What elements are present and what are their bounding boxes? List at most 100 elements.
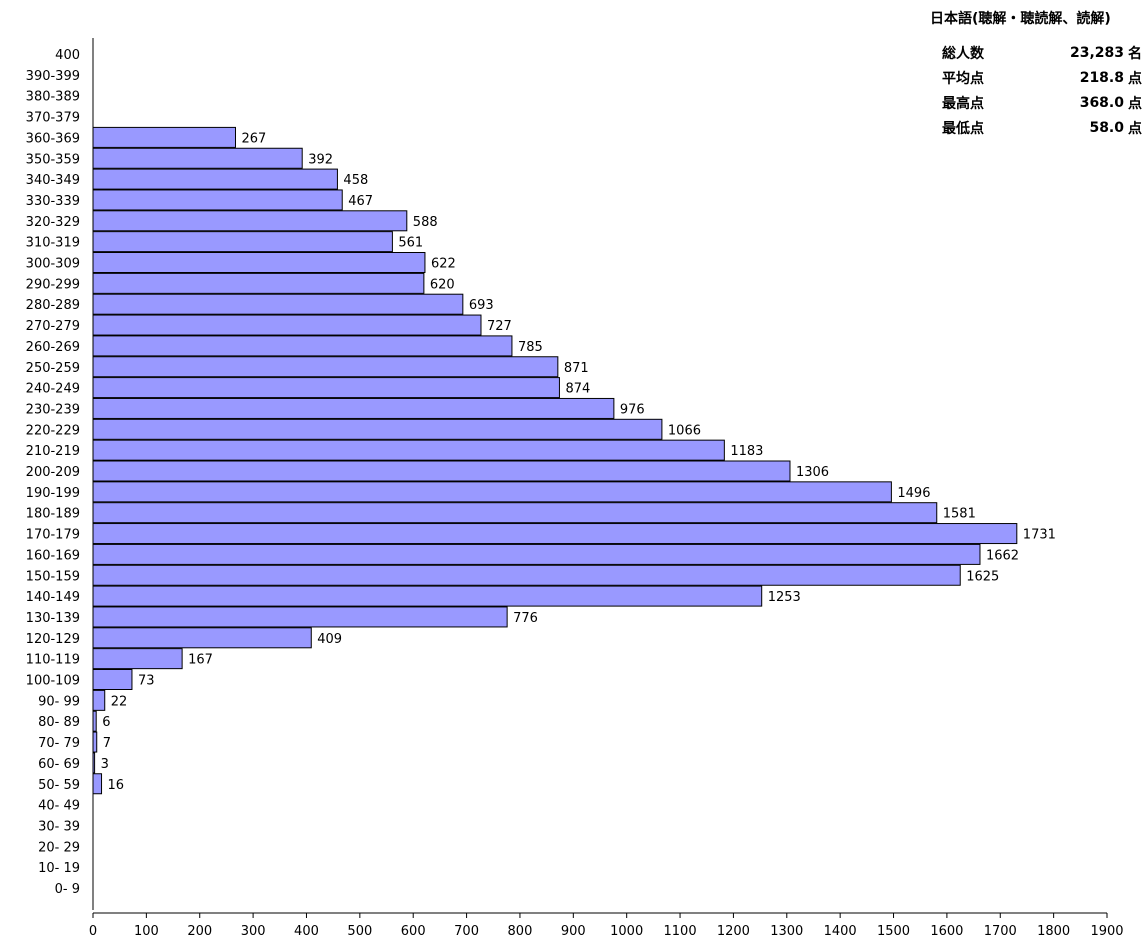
bar <box>92 272 425 294</box>
y-tick-label: 390-399 <box>26 69 80 84</box>
bar-value-label: 622 <box>431 257 456 272</box>
bar-value-label: 620 <box>430 277 455 292</box>
bar <box>92 585 763 607</box>
bar <box>92 481 892 503</box>
x-tick-label: 100 <box>134 924 159 939</box>
bar <box>92 773 103 795</box>
bar <box>92 564 961 586</box>
x-tick-label: 700 <box>454 924 479 939</box>
stats-unit: 点 <box>1128 95 1142 112</box>
x-tick-label: 1000 <box>610 924 643 939</box>
bar-value-label: 3 <box>101 757 109 772</box>
y-tick-label: 190-199 <box>26 486 80 501</box>
bar-value-label: 785 <box>518 340 543 355</box>
y-tick-label: 150-159 <box>26 569 80 584</box>
bar <box>92 606 508 628</box>
bar-value-label: 561 <box>398 236 423 251</box>
y-tick-label: 160-169 <box>26 548 80 563</box>
y-tick-label: 130-139 <box>26 611 80 626</box>
bar <box>92 418 663 440</box>
bar-value-label: 1496 <box>897 486 930 501</box>
bar <box>92 439 725 461</box>
bar-value-label: 588 <box>413 215 438 230</box>
bar-value-label: 7 <box>103 736 111 751</box>
stats-title: 日本語(聴解・聴読解、読解) <box>930 11 1111 27</box>
bar <box>92 689 106 711</box>
bar-value-label: 874 <box>565 382 590 397</box>
x-tick-label: 1400 <box>824 924 857 939</box>
bar-value-label: 392 <box>308 152 333 167</box>
stats-value: 368.0 <box>1079 94 1124 111</box>
bar <box>92 502 938 524</box>
x-tick-label: 1800 <box>1037 924 1070 939</box>
stats-unit: 名 <box>1128 45 1142 62</box>
y-tick-label: 90- 99 <box>38 694 80 709</box>
bar <box>92 356 559 378</box>
stats-value: 218.8 <box>1079 69 1124 86</box>
bar <box>92 252 426 273</box>
x-tick-label: 600 <box>401 924 426 939</box>
stats-value: 58.0 <box>1089 119 1124 136</box>
x-tick-label: 1200 <box>717 924 750 939</box>
bar-value-label: 776 <box>513 611 538 626</box>
bar <box>92 648 183 670</box>
y-tick-label: 40- 49 <box>38 799 80 814</box>
y-tick-label: 380-389 <box>26 90 80 105</box>
x-tick-label: 200 <box>187 924 212 939</box>
y-tick-label: 70- 79 <box>38 736 80 751</box>
y-tick-label: 10- 19 <box>38 861 80 876</box>
x-tick-label: 400 <box>294 924 319 939</box>
bar <box>92 210 408 232</box>
stats-unit: 点 <box>1128 120 1142 137</box>
bar-value-label: 22 <box>111 694 128 709</box>
y-tick-label: 120-129 <box>26 632 80 647</box>
bar-value-label: 1662 <box>986 548 1019 563</box>
x-tick-label: 800 <box>508 924 533 939</box>
bars-group <box>92 126 1018 795</box>
bar-value-label: 1253 <box>768 590 801 605</box>
bar-value-label: 6 <box>102 715 110 730</box>
y-tick-label: 330-339 <box>26 194 80 209</box>
y-tick-label: 20- 29 <box>38 840 80 855</box>
bar <box>92 669 133 690</box>
y-tick-label: 140-149 <box>26 590 80 605</box>
y-tick-label: 310-319 <box>26 236 80 251</box>
bar <box>92 460 791 482</box>
x-tick-label: 1500 <box>877 924 910 939</box>
y-tick-label: 240-249 <box>26 382 80 397</box>
bar-value-label: 1306 <box>796 465 829 480</box>
bar <box>92 397 615 419</box>
x-tick-label: 500 <box>347 924 372 939</box>
y-tick-label: 30- 39 <box>38 819 80 834</box>
x-axis: 0 100 200 300 400 500 600 700 800 900 1000 1100 1200… <box>89 912 1124 939</box>
bar <box>92 523 1018 545</box>
y-tick-label: 60- 69 <box>38 757 80 772</box>
x-tick-label: 300 <box>241 924 266 939</box>
y-tick-label: 210-219 <box>26 444 80 459</box>
stats-row-max: 最高点 368.0 点 <box>942 90 1142 115</box>
stats-row-total: 総人数 23,283 名 <box>942 40 1142 65</box>
bar <box>92 377 560 399</box>
y-tick-label: 400 <box>55 48 80 63</box>
bar <box>92 314 482 336</box>
y-tick-label: 340-349 <box>26 173 80 188</box>
bar-value-label: 1731 <box>1023 528 1056 543</box>
bar-value-label: 73 <box>138 674 155 689</box>
y-tick-label: 280-289 <box>26 298 80 313</box>
y-tick-label: 200-209 <box>26 465 80 480</box>
bar-value-label: 267 <box>241 131 266 146</box>
bar-value-label: 167 <box>188 653 213 668</box>
bar-value-label: 727 <box>487 319 512 334</box>
y-tick-label: 230-239 <box>26 402 80 417</box>
bar-value-label: 1581 <box>943 507 976 522</box>
y-tick-label: 250-259 <box>26 361 80 376</box>
stats-row-mean: 平均点 218.8 点 <box>942 65 1142 90</box>
y-tick-label: 80- 89 <box>38 715 80 730</box>
y-tick-label: 370-379 <box>26 111 80 126</box>
bar <box>92 293 464 315</box>
y-tick-label: 180-189 <box>26 507 80 522</box>
x-tick-label: 900 <box>561 924 586 939</box>
bar-value-label: 871 <box>564 361 589 376</box>
bar <box>92 231 393 253</box>
